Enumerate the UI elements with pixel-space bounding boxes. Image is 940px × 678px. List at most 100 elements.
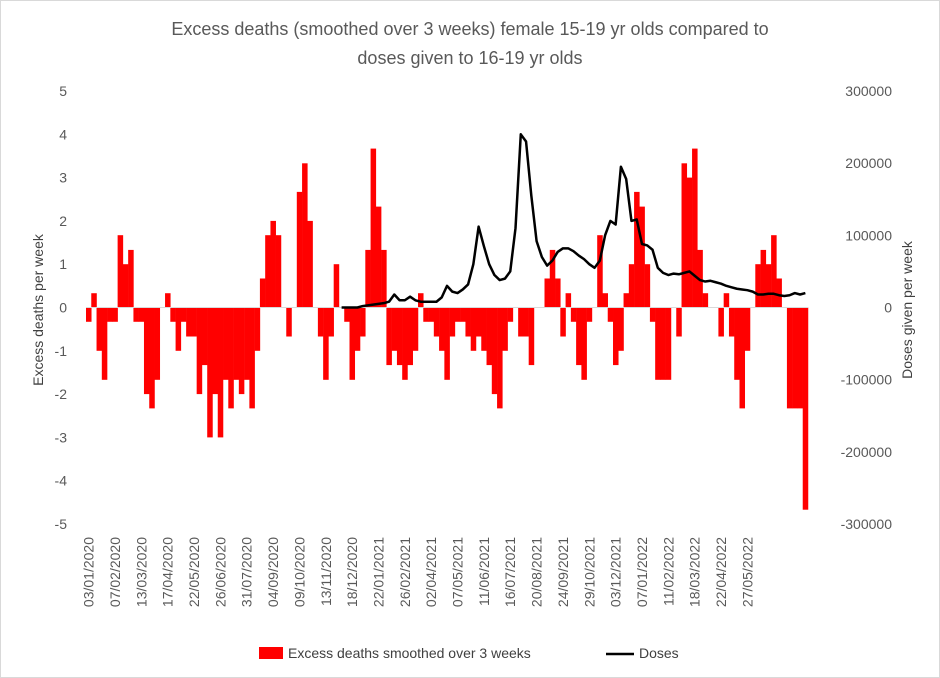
bar — [718, 307, 724, 337]
bar — [433, 307, 440, 337]
bar — [475, 307, 482, 337]
x-tick-label: 18/12/2020 — [344, 537, 360, 607]
x-tick-label: 07/02/2020 — [107, 537, 123, 607]
bar — [86, 307, 92, 322]
x-axis-ticks: 03/01/2020 07/02/2020 13/03/2020 17/04/2020… — [81, 537, 756, 607]
y-axis-right-label: Doses given per week — [899, 240, 915, 379]
bar — [786, 307, 793, 409]
bar — [201, 307, 208, 366]
bar — [576, 307, 582, 366]
bar — [486, 307, 493, 366]
bar — [470, 307, 477, 351]
bar — [170, 307, 176, 322]
bar — [175, 307, 182, 351]
bar — [223, 307, 229, 380]
bar — [454, 307, 461, 322]
bar — [692, 148, 698, 308]
bar — [802, 307, 809, 510]
bar — [165, 293, 171, 308]
bar — [275, 235, 282, 308]
bar — [528, 307, 535, 366]
y-left-tick-label: -2 — [55, 386, 68, 402]
x-tick-label: 20/08/2021 — [529, 537, 545, 607]
bar — [655, 307, 661, 380]
bar — [101, 307, 108, 380]
x-tick-label: 07/01/2022 — [634, 537, 650, 607]
bar — [186, 307, 192, 337]
bar — [149, 307, 155, 409]
bar — [354, 307, 361, 351]
legend: Excess deaths smoothed over 3 weeks Dose… — [259, 645, 679, 661]
x-tick-label: 11/06/2021 — [476, 537, 492, 606]
bar — [122, 264, 129, 308]
x-tick-label: 07/05/2021 — [450, 537, 466, 607]
bar — [607, 307, 614, 322]
bar — [586, 307, 593, 322]
x-tick-label: 13/03/2020 — [133, 537, 149, 607]
bar — [776, 278, 782, 308]
bar — [375, 206, 382, 308]
bar — [386, 307, 392, 366]
bar — [228, 307, 234, 409]
bar — [702, 293, 709, 308]
y-axis-left-ticks: 5 4 3 2 1 0 -1 -2 -3 -4 -5 — [55, 83, 68, 532]
x-tick-label: 11/02/2022 — [660, 537, 676, 606]
bar-series-excess-deaths — [86, 148, 809, 510]
chart-title-line-2: doses given to 16-19 yr olds — [357, 48, 582, 68]
legend-label-excess-deaths: Excess deaths smoothed over 3 weeks — [288, 645, 531, 661]
bar — [391, 307, 398, 351]
bar — [465, 307, 471, 337]
x-tick-label: 03/12/2021 — [608, 537, 624, 607]
bar — [481, 307, 487, 351]
bar — [555, 278, 561, 308]
bar — [323, 307, 329, 380]
bar — [407, 307, 413, 366]
y-left-tick-label: 3 — [59, 170, 67, 186]
bar — [628, 264, 635, 308]
bar — [107, 307, 113, 322]
x-tick-label: 27/05/2022 — [739, 537, 755, 607]
y-right-tick-label: -100000 — [841, 372, 893, 388]
y-left-tick-label: 4 — [59, 126, 67, 142]
bar — [207, 307, 213, 438]
x-tick-label: 09/10/2020 — [291, 537, 307, 607]
bar — [565, 293, 572, 308]
bar — [644, 264, 651, 308]
x-tick-label: 22/05/2020 — [186, 537, 202, 607]
y-right-tick-label: 100000 — [845, 227, 892, 243]
bar — [581, 307, 587, 380]
y-left-tick-label: 5 — [59, 83, 67, 99]
bar — [497, 307, 503, 409]
bar — [317, 307, 324, 337]
x-tick-label: 16/07/2021 — [502, 537, 518, 607]
bar — [244, 307, 250, 380]
bar — [723, 293, 730, 308]
x-tick-label: 13/11/2020 — [318, 537, 334, 606]
bar — [681, 163, 688, 308]
bar — [112, 307, 118, 322]
bar — [665, 307, 672, 380]
bar — [560, 307, 566, 337]
bar — [549, 249, 556, 308]
bar — [634, 191, 640, 308]
y-left-tick-label: -4 — [55, 473, 68, 489]
bar — [686, 177, 693, 308]
bar — [460, 307, 466, 322]
y-left-tick-label: 2 — [59, 213, 67, 229]
bar — [739, 307, 746, 409]
bar — [570, 307, 577, 322]
bar — [639, 206, 645, 308]
bar — [760, 249, 767, 308]
bar — [191, 307, 197, 337]
x-tick-label: 31/07/2020 — [239, 537, 255, 607]
bar — [618, 307, 624, 351]
bar — [365, 249, 371, 308]
x-tick-label: 18/03/2022 — [687, 537, 703, 607]
x-tick-label: 02/04/2021 — [423, 537, 439, 607]
legend-label-doses: Doses — [639, 645, 679, 661]
bar — [797, 307, 803, 409]
bar — [238, 307, 245, 395]
bar — [180, 307, 187, 322]
bar — [623, 293, 630, 308]
